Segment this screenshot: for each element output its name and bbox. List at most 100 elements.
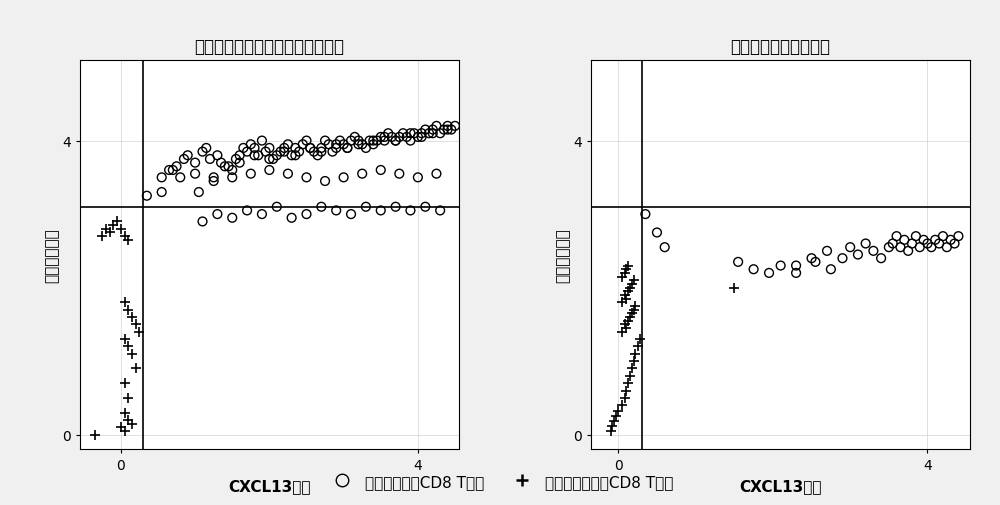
- Point: [630, 343, 646, 351]
- Point: [221, 163, 237, 171]
- Point: [328, 207, 344, 215]
- Title: 未治疗以及治疗后无响应肿瘤样本: 未治疗以及治疗后无响应肿瘤样本: [194, 38, 344, 56]
- Point: [358, 144, 374, 153]
- Point: [896, 236, 912, 244]
- Point: [365, 141, 381, 149]
- Point: [243, 141, 259, 149]
- Point: [298, 211, 314, 219]
- Point: [298, 174, 314, 182]
- Point: [247, 144, 263, 153]
- Point: [440, 126, 456, 134]
- Point: [276, 148, 292, 157]
- Point: [336, 141, 352, 149]
- Point: [265, 156, 281, 164]
- Point: [198, 144, 214, 153]
- Point: [117, 298, 133, 307]
- Point: [834, 255, 850, 263]
- Point: [873, 255, 889, 263]
- Point: [206, 178, 222, 186]
- Point: [746, 266, 762, 274]
- Point: [109, 218, 125, 226]
- Point: [291, 148, 307, 157]
- Point: [247, 152, 263, 160]
- Point: [117, 335, 133, 343]
- Point: [414, 134, 430, 142]
- Point: [202, 156, 218, 164]
- Point: [332, 137, 348, 145]
- Point: [354, 170, 370, 178]
- Point: [276, 144, 292, 153]
- Point: [280, 141, 296, 149]
- Point: [373, 134, 389, 142]
- Point: [436, 126, 452, 134]
- Point: [317, 137, 333, 145]
- Point: [614, 298, 630, 307]
- Point: [261, 156, 277, 164]
- Point: [343, 137, 359, 145]
- Point: [187, 170, 203, 178]
- Point: [904, 240, 920, 248]
- Point: [120, 306, 136, 314]
- Point: [617, 291, 633, 299]
- Point: [336, 174, 352, 182]
- Point: [284, 152, 300, 160]
- Point: [617, 321, 633, 329]
- Point: [388, 137, 404, 145]
- Point: [935, 233, 951, 241]
- Point: [610, 407, 626, 415]
- Point: [617, 269, 633, 277]
- Point: [788, 262, 804, 270]
- Point: [618, 295, 634, 303]
- Point: [195, 148, 211, 157]
- Point: [287, 144, 303, 153]
- Point: [117, 427, 133, 435]
- Point: [428, 123, 444, 131]
- Point: [161, 167, 177, 175]
- Point: [350, 141, 366, 149]
- Point: [950, 233, 966, 241]
- Point: [858, 240, 874, 248]
- Point: [726, 284, 742, 292]
- Point: [295, 141, 311, 149]
- Point: [402, 130, 418, 138]
- Point: [927, 236, 943, 244]
- Point: [321, 141, 337, 149]
- Point: [284, 214, 300, 222]
- Point: [87, 431, 103, 439]
- Point: [239, 207, 255, 215]
- Point: [176, 156, 192, 164]
- Point: [120, 343, 136, 351]
- Point: [250, 152, 266, 160]
- Point: [425, 130, 441, 138]
- Point: [402, 137, 418, 145]
- Point: [213, 159, 229, 167]
- Point: [443, 126, 459, 134]
- Point: [908, 233, 924, 241]
- Point: [354, 141, 370, 149]
- Point: [881, 243, 897, 251]
- Point: [224, 167, 240, 175]
- Point: [365, 137, 381, 145]
- Point: [339, 144, 355, 153]
- Point: [889, 233, 905, 241]
- Point: [235, 144, 251, 153]
- Point: [302, 144, 318, 153]
- Point: [187, 159, 203, 167]
- Point: [258, 148, 274, 157]
- Point: [98, 225, 114, 233]
- Point: [622, 313, 638, 321]
- Point: [620, 317, 636, 325]
- Point: [120, 416, 136, 424]
- Point: [819, 247, 835, 256]
- Point: [310, 152, 326, 160]
- Point: [432, 130, 448, 138]
- X-axis label: CXCL13表达: CXCL13表达: [228, 478, 311, 493]
- Point: [254, 137, 270, 145]
- Point: [947, 240, 963, 248]
- Point: [124, 350, 140, 358]
- Point: [128, 321, 144, 329]
- Point: [637, 211, 653, 219]
- Point: [440, 123, 456, 131]
- Point: [447, 123, 463, 131]
- Point: [626, 277, 642, 285]
